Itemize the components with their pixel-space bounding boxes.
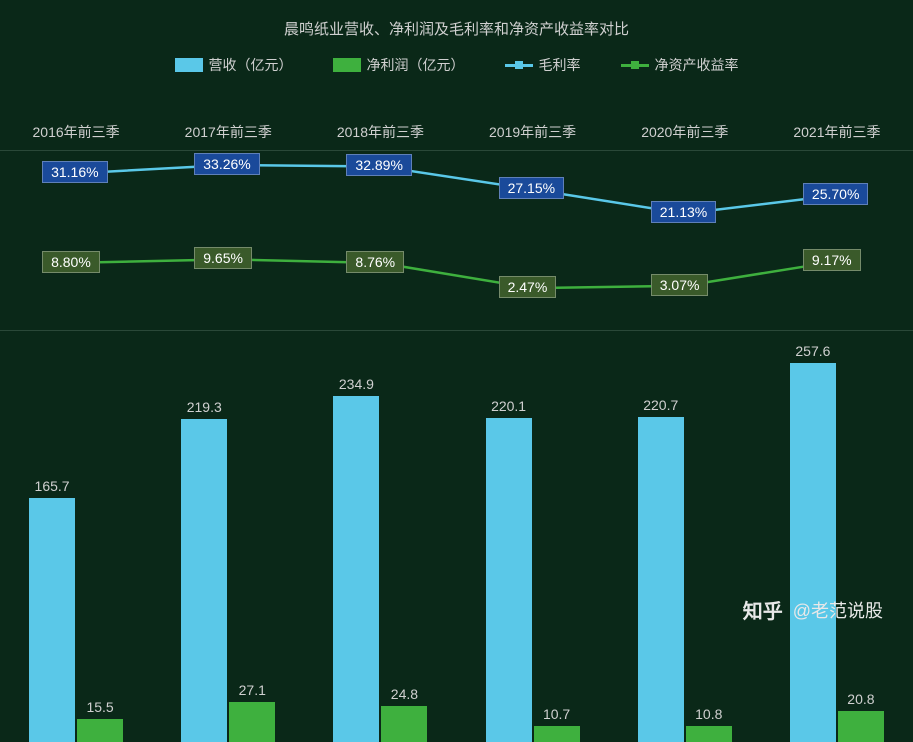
roe-line — [76, 259, 837, 288]
profit-bar-label: 20.8 — [838, 691, 884, 711]
profit-bar: 15.5 — [77, 719, 123, 742]
legend: 营收（亿元） 净利润（亿元） 毛利率 净资产收益率 — [0, 55, 913, 75]
watermark-author: @老范说股 — [793, 597, 883, 623]
legend-roe-label: 净资产收益率 — [655, 55, 739, 75]
revenue-bar: 257.6 — [790, 363, 836, 742]
revenue-bar-label: 220.7 — [638, 397, 684, 417]
revenue-bar: 165.7 — [29, 498, 75, 742]
legend-revenue: 营收（亿元） — [175, 55, 293, 75]
gross-label: 33.26% — [194, 153, 259, 175]
gross-label: 27.15% — [499, 177, 564, 199]
gross-line — [76, 165, 837, 214]
profit-bar-label: 10.8 — [686, 706, 732, 726]
legend-roe: 净资产收益率 — [621, 55, 739, 75]
legend-profit: 净利润（亿元） — [333, 55, 465, 75]
roe-label: 9.17% — [803, 249, 861, 271]
chart-title: 晨鸣纸业营收、净利润及毛利率和净资产收益率对比 — [0, 0, 913, 39]
profit-bar: 27.1 — [229, 702, 275, 742]
roe-label: 9.65% — [194, 247, 252, 269]
watermark-site: 知乎 — [743, 595, 783, 624]
gross-label: 31.16% — [42, 161, 107, 183]
revenue-bar-label: 257.6 — [790, 343, 836, 363]
legend-revenue-label: 营收（亿元） — [209, 55, 293, 75]
profit-bar: 24.8 — [381, 706, 427, 742]
watermark: 知乎 @老范说股 — [743, 595, 883, 624]
revenue-bar-label: 220.1 — [486, 398, 532, 418]
profit-bar-label: 24.8 — [381, 686, 427, 706]
legend-revenue-swatch — [175, 58, 203, 72]
profit-bar: 20.8 — [838, 711, 884, 742]
legend-profit-label: 净利润（亿元） — [367, 55, 465, 75]
gross-label: 32.89% — [346, 154, 411, 176]
revenue-bar: 220.1 — [486, 418, 532, 742]
roe-label: 3.07% — [651, 274, 709, 296]
revenue-bar: 234.9 — [333, 396, 379, 742]
legend-gross-swatch — [505, 64, 533, 67]
legend-gross: 毛利率 — [505, 55, 581, 75]
legend-roe-swatch — [621, 64, 649, 67]
revenue-bar: 219.3 — [181, 419, 227, 742]
revenue-bar-label: 219.3 — [181, 399, 227, 419]
gross-label: 25.70% — [803, 183, 868, 205]
legend-profit-swatch — [333, 58, 361, 72]
roe-label: 2.47% — [499, 276, 557, 298]
legend-gross-label: 毛利率 — [539, 55, 581, 75]
profit-bar: 10.7 — [534, 726, 580, 742]
revenue-bar-label: 234.9 — [333, 376, 379, 396]
roe-label: 8.76% — [346, 251, 404, 273]
roe-label: 8.80% — [42, 251, 100, 273]
profit-bar-label: 10.7 — [534, 706, 580, 726]
chart-area: 2016年前三季2017年前三季2018年前三季2019年前三季2020年前三季… — [0, 100, 913, 642]
gross-label: 21.13% — [651, 201, 716, 223]
line-plot — [0, 100, 913, 642]
profit-bar-label: 15.5 — [77, 699, 123, 719]
revenue-bar-label: 165.7 — [29, 478, 75, 498]
profit-bar: 10.8 — [686, 726, 732, 742]
profit-bar-label: 27.1 — [229, 682, 275, 702]
revenue-bar: 220.7 — [638, 417, 684, 742]
